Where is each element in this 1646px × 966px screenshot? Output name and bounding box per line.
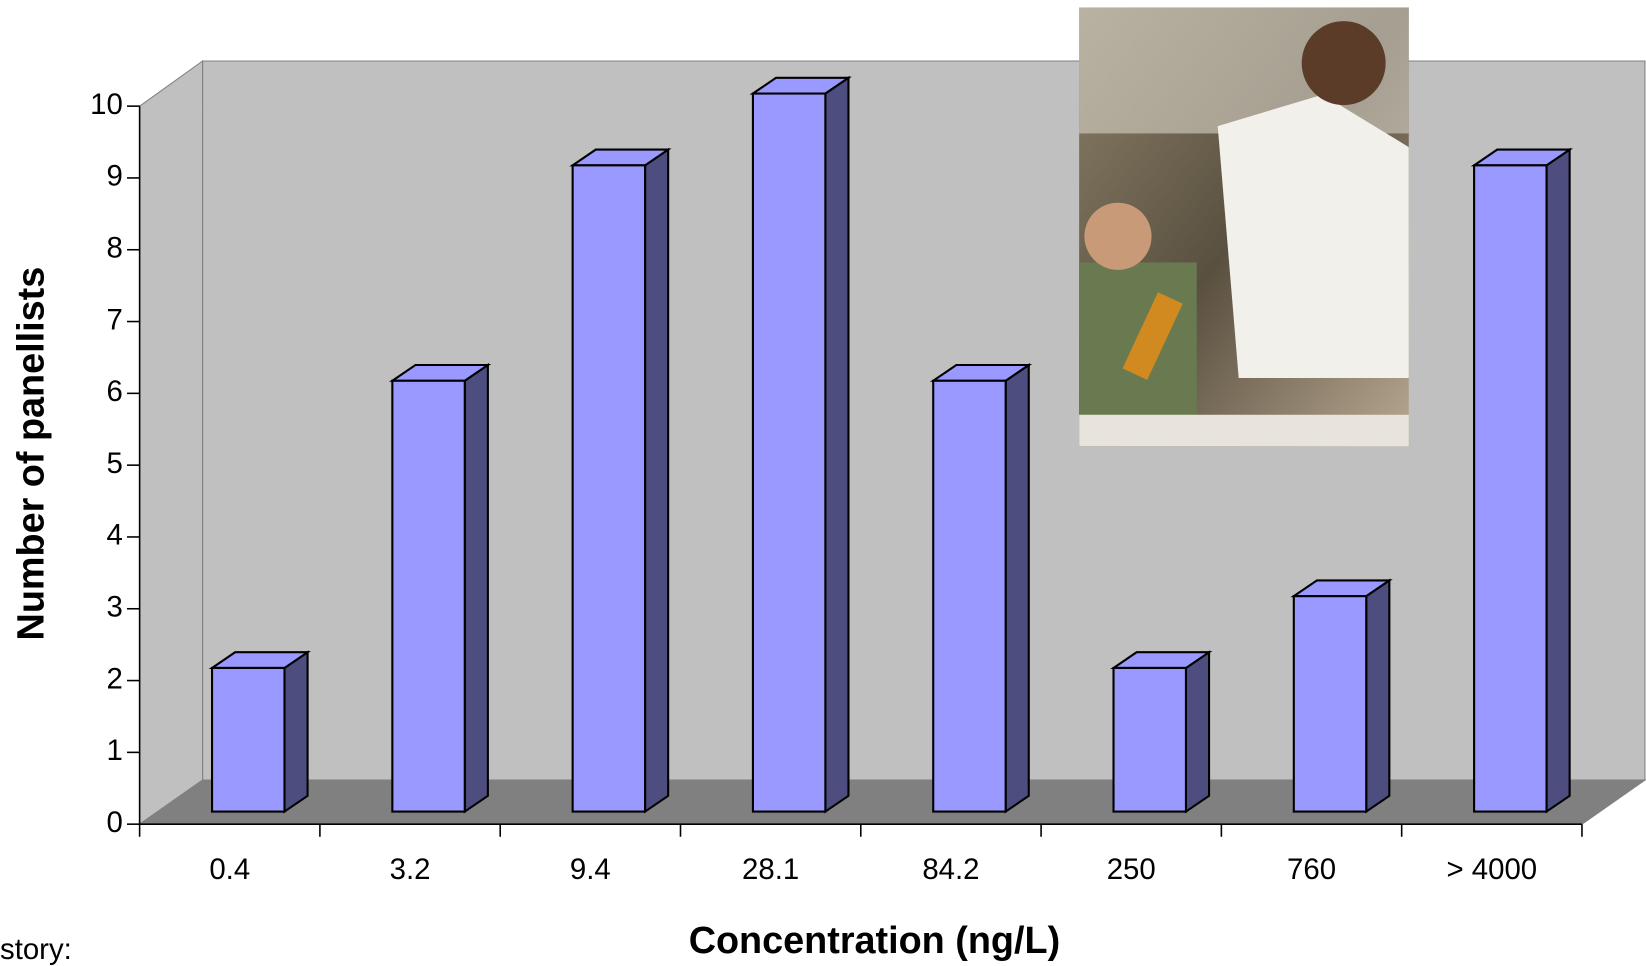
y-tick-label: 6 <box>106 375 122 408</box>
y-tick-label: 4 <box>106 519 122 552</box>
bar-front <box>1294 596 1366 811</box>
bar-side <box>1547 150 1570 812</box>
bar-front <box>212 668 284 812</box>
bar-side <box>284 652 307 811</box>
y-tick-label: 2 <box>106 662 122 695</box>
bar <box>933 365 1029 812</box>
x-tick-label: 3.2 <box>390 853 431 886</box>
bar-side <box>1006 365 1029 812</box>
note-text: story: <box>0 933 72 966</box>
photo <box>1079 7 1409 446</box>
y-tick-label: 5 <box>106 447 122 480</box>
bar <box>573 150 669 812</box>
bar <box>1294 580 1390 811</box>
photo-waiter <box>1218 95 1409 378</box>
bar <box>753 78 849 812</box>
bar-side <box>825 78 848 812</box>
floor <box>140 780 1645 824</box>
bar <box>1474 150 1570 812</box>
bar-side <box>1366 580 1389 811</box>
photo-guest-head <box>1084 203 1151 270</box>
photo-table <box>1079 415 1409 446</box>
bar-side <box>465 365 488 812</box>
bar-front <box>392 381 464 812</box>
bar <box>1114 652 1210 811</box>
y-tick-label: 0 <box>106 806 122 839</box>
bar-front <box>1474 165 1546 811</box>
x-axis-title: Concentration (ng/L) <box>689 920 1060 962</box>
side-wall <box>140 61 203 824</box>
y-tick-label: 7 <box>106 303 122 336</box>
chart: 0 1 2 3 4 5 6 7 8 9 10 0.4 3.2 9.4 28.1 84.2 250 760 > 400… <box>0 0 1646 966</box>
x-tick-label: 250 <box>1107 853 1156 886</box>
y-tick-label: 3 <box>106 591 122 624</box>
bar-front <box>1114 668 1186 812</box>
bar <box>212 652 308 811</box>
bar <box>392 365 488 812</box>
x-tick-label: 760 <box>1287 853 1336 886</box>
y-axis-title: Number of panellists <box>11 267 53 641</box>
bar-front <box>933 381 1005 812</box>
x-tick-label: 84.2 <box>922 853 979 886</box>
x-tick-label: 28.1 <box>742 853 799 886</box>
bar-side <box>645 150 668 812</box>
y-tick-label: 9 <box>106 160 122 193</box>
y-tick-label: 10 <box>90 88 123 121</box>
plot-walls <box>140 61 1645 824</box>
y-tick-label: 1 <box>106 734 122 767</box>
photo-head <box>1302 21 1386 105</box>
x-tick-label: > 4000 <box>1446 853 1537 886</box>
bar-front <box>573 165 645 811</box>
x-tick-label: 9.4 <box>570 853 611 886</box>
bar-front <box>753 94 825 812</box>
bar-side <box>1186 652 1209 811</box>
x-tick-label: 0.4 <box>209 853 250 886</box>
y-tick-label: 8 <box>106 232 122 265</box>
page: 0 1 2 3 4 5 6 7 8 9 10 0.4 3.2 9.4 28.1 84.2 250 760 > 400… <box>0 0 1646 966</box>
